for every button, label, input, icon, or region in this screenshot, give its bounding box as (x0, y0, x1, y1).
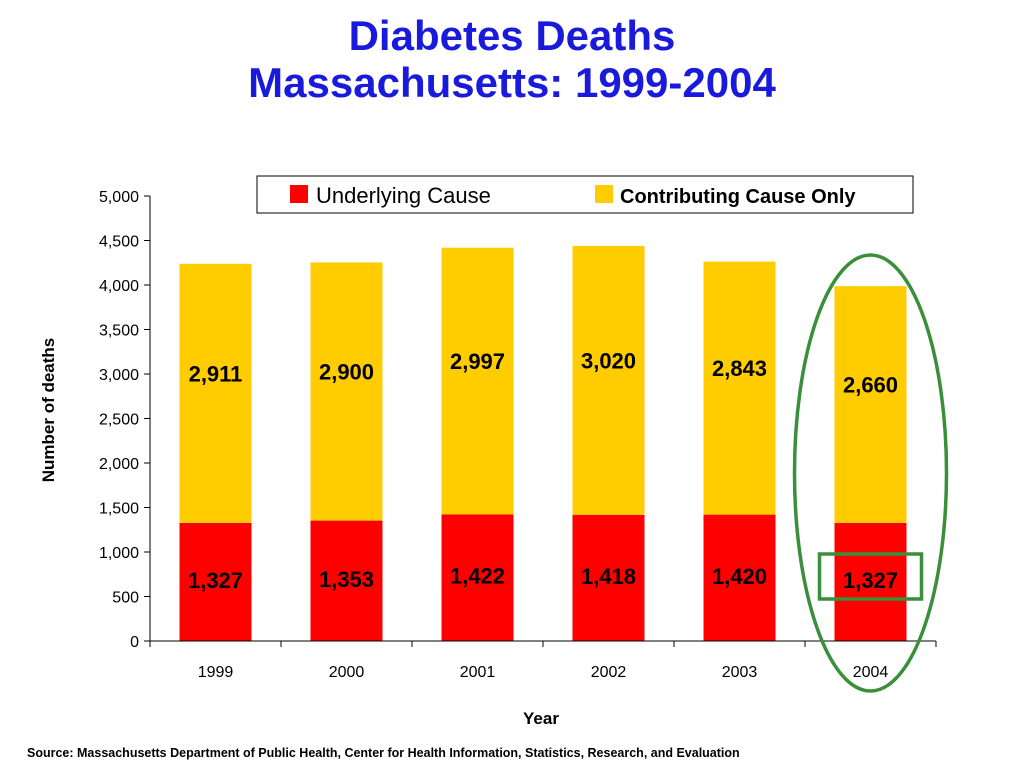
bar-underlying (179, 522, 252, 641)
data-label-underlying: 1,353 (319, 567, 374, 592)
y-tick-label: 4,500 (99, 234, 139, 251)
bar-contributing (179, 263, 252, 523)
x-tick-label: 2002 (591, 664, 627, 681)
data-label-contributing: 2,997 (450, 349, 505, 374)
bar-underlying (834, 522, 907, 641)
y-tick-label: 2,000 (99, 456, 139, 473)
data-label-underlying: 1,422 (450, 564, 505, 589)
data-label-underlying: 1,420 (712, 564, 767, 589)
source-note: Source: Massachusetts Department of Publ… (27, 746, 740, 760)
x-tick-label: 2003 (722, 664, 758, 681)
legend-swatch-underlying (290, 185, 308, 203)
y-tick-label: 3,000 (99, 367, 139, 384)
legend-swatch-contributing (595, 185, 613, 203)
highlight-box (817, 552, 924, 601)
y-ticks-group: 0 500 1,000 1,500 2,000 2,500 3,000 3,500 4,000 4… (99, 189, 150, 651)
bar-underlying (441, 514, 514, 641)
data-label-contributing: 2,911 (189, 361, 243, 386)
data-labels-group: 1,327 2,911 1,353 2,900 1,422 2,997 1,418 3,020… (188, 348, 898, 593)
legend-label-contributing: Contributing Cause Only (620, 186, 856, 208)
data-label-contributing: 2,660 (843, 373, 898, 398)
data-label-underlying: 1,418 (581, 564, 636, 589)
bars-group (179, 246, 907, 641)
bar-contributing (310, 262, 383, 521)
chart-title: Diabetes Deaths Massachusetts: 1999-2004 (0, 12, 1024, 106)
x-tick-label: 1999 (198, 664, 234, 681)
data-label-contributing: 2,900 (319, 360, 374, 385)
y-tick-label: 500 (112, 590, 139, 607)
data-label-contributing: 3,020 (581, 348, 636, 373)
data-label-underlying: 1,327 (188, 568, 243, 593)
y-tick-label: 2,500 (99, 412, 139, 429)
data-label-underlying: 1,327 (843, 568, 898, 593)
bar-contributing (572, 246, 645, 515)
highlight-group (792, 253, 949, 693)
x-tick-label: 2004 (853, 664, 889, 681)
x-ticks-group: 1999 2000 2001 2002 2003 2004 (149, 641, 937, 681)
bar-underlying (703, 514, 776, 641)
bar-underlying (572, 514, 645, 641)
y-tick-label: 5,000 (99, 189, 139, 206)
x-tick-label: 2000 (329, 664, 365, 681)
chart-title-line-1: Diabetes Deaths (348, 12, 676, 59)
highlight-ellipse (792, 253, 949, 693)
y-tick-label: 3,500 (99, 323, 139, 340)
bar-contributing (834, 286, 907, 523)
x-axis-label: Year (523, 709, 559, 728)
y-tick-label: 0 (130, 634, 139, 651)
chart-title-line-2: Massachusetts: 1999-2004 (248, 59, 776, 106)
y-tick-label: 1,000 (99, 545, 139, 562)
legend-box (256, 175, 914, 214)
bar-contributing (441, 247, 514, 515)
legend-label-underlying: Underlying Cause (316, 183, 491, 208)
legend: Underlying Cause Contributing Cause Only (256, 175, 914, 214)
bar-contributing (703, 261, 776, 515)
y-tick-label: 4,000 (99, 278, 139, 295)
y-tick-label: 1,500 (99, 501, 139, 518)
data-label-contributing: 2,843 (712, 356, 767, 381)
x-tick-label: 2001 (460, 664, 496, 681)
bar-underlying (310, 520, 383, 641)
y-axis-label: Number of deaths (39, 338, 58, 483)
